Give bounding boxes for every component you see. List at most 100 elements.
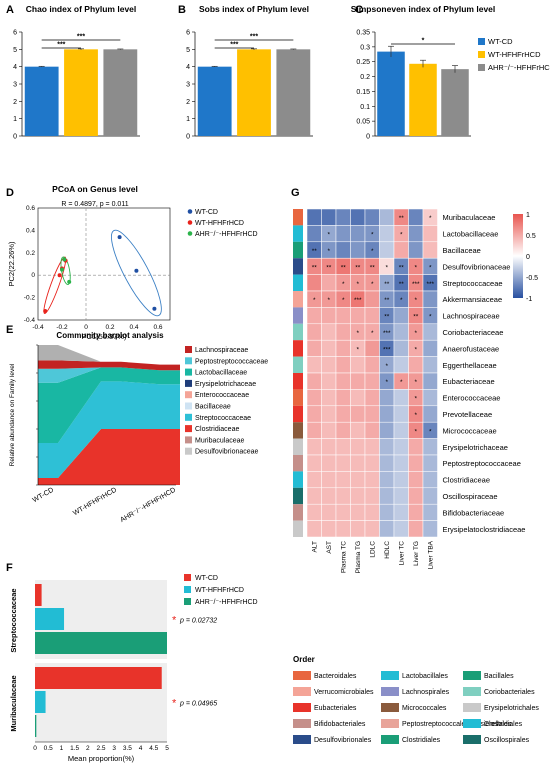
heat-cell [379, 471, 395, 489]
panel-label-E: E [6, 324, 13, 336]
heat-cell [393, 356, 409, 374]
significance-star: * [414, 396, 417, 403]
heat-cell [364, 372, 380, 390]
heat-cell [364, 503, 380, 521]
row-annotation [293, 274, 303, 291]
y-tick-label: 0 [186, 134, 190, 141]
significance-star: * [371, 281, 374, 288]
heat-cell [335, 307, 351, 325]
area-Lactobacillaceae [38, 367, 180, 443]
heat-cell [306, 339, 322, 357]
y-tick-label: 0.2 [360, 74, 370, 81]
row-label: Akkermansiaceae [443, 295, 503, 304]
row-annotation [293, 307, 303, 324]
bar-1-0 [35, 667, 162, 689]
heat-cell [321, 274, 337, 292]
row-annotation [293, 455, 303, 472]
legend-label: Peptostreptococcaceae [195, 358, 268, 365]
heat-cell [393, 454, 409, 472]
order-label: Verrucomicrobiales [314, 689, 374, 696]
heat-cell [393, 241, 409, 259]
heat-cell [408, 208, 424, 226]
heat-cell [335, 356, 351, 374]
legend-label: WT-CD [488, 37, 513, 46]
area-Peptostreptococcaceae [38, 367, 180, 383]
heat-cell [393, 503, 409, 521]
bar-1-1 [35, 691, 46, 713]
chart-title: Sobs index of Phylum level [199, 4, 309, 14]
x-tick-label: 0.2 [105, 324, 114, 331]
heat-cell [335, 225, 351, 243]
heat-cell [408, 487, 424, 505]
point-1 [43, 309, 48, 314]
heat-cell [422, 520, 438, 538]
point-2 [67, 279, 72, 284]
heat-cell [335, 323, 351, 341]
heat-cell [350, 372, 366, 390]
x-tick-label: 1.5 [70, 745, 79, 752]
area-Streptococcaceae [38, 381, 180, 478]
order-label: Bifidobacteriales [314, 721, 366, 728]
y-tick-label: 4 [186, 64, 190, 71]
heat-cell [393, 389, 409, 407]
point-0 [152, 306, 157, 311]
row-annotation [293, 405, 303, 423]
bar-0-2 [35, 632, 167, 654]
significance-star: * [313, 297, 316, 304]
heat-cell [364, 356, 380, 374]
legend-swatch [185, 357, 192, 365]
p-value: p = 0.02732 [179, 618, 217, 625]
heat-cell [335, 454, 351, 472]
significance-star: * [414, 264, 417, 271]
y-tick-label: 0.6 [26, 205, 35, 212]
heat-cell [379, 405, 395, 423]
heat-cell [306, 503, 322, 521]
heat-cell [393, 520, 409, 538]
x-tick-label: AHR⁻/⁻-HFHFrHCD [119, 487, 177, 524]
order-label: Lactobacillales [402, 673, 448, 680]
legend-label: Muribaculaceae [195, 437, 245, 444]
heat-cell [306, 208, 322, 226]
order-title: Order [293, 655, 315, 664]
chart-title: Chao index of Phylum level [26, 4, 137, 14]
heat-cell [422, 389, 438, 407]
chart-title: PCoA on Genus level [52, 184, 138, 194]
legend-label: WT-HFHFrHCD [488, 50, 541, 59]
row-annotation [293, 241, 303, 259]
significance-label: *** [77, 34, 85, 41]
heat-cell [379, 389, 395, 407]
heat-cell [364, 389, 380, 407]
heat-cell [364, 307, 380, 325]
legend-label: WT-CD [195, 209, 218, 216]
heat-cell [335, 339, 351, 357]
row-label: Coriobacteriaceae [443, 328, 504, 337]
heat-cell [422, 454, 438, 472]
column-label: Liver TG [413, 541, 420, 566]
heat-cell [364, 208, 380, 226]
heat-cell [350, 487, 366, 505]
heat-cell [350, 356, 366, 374]
y-tick-label: 2 [186, 99, 190, 106]
significance-star: * [429, 428, 432, 435]
order-label: Clostridiales [402, 737, 441, 744]
heat-cell [321, 307, 337, 325]
chart-subtitle: R = 0.4897, p = 0.011 [61, 201, 128, 208]
significance-star: * [400, 297, 403, 304]
significance-star: * [385, 379, 388, 386]
heat-cell [321, 438, 337, 456]
colorbar-tick: 0 [526, 254, 530, 261]
legend-label: AHR⁻/⁻-HFHFrHCD [195, 231, 258, 238]
row-annotation [293, 520, 303, 537]
panel-label-A: A [6, 4, 14, 16]
heat-cell [350, 454, 366, 472]
heat-cell [306, 471, 322, 489]
bar-0 [197, 66, 232, 136]
order-swatch [463, 671, 481, 680]
heat-cell [306, 487, 322, 505]
x-tick-label: 1 [60, 745, 64, 752]
row-label: Enterococcaceae [443, 394, 501, 403]
x-tick-label: -0.2 [56, 324, 68, 331]
legend-swatch [185, 413, 192, 421]
bar-0 [24, 66, 59, 136]
y-tick-label: 0.3 [360, 44, 370, 51]
